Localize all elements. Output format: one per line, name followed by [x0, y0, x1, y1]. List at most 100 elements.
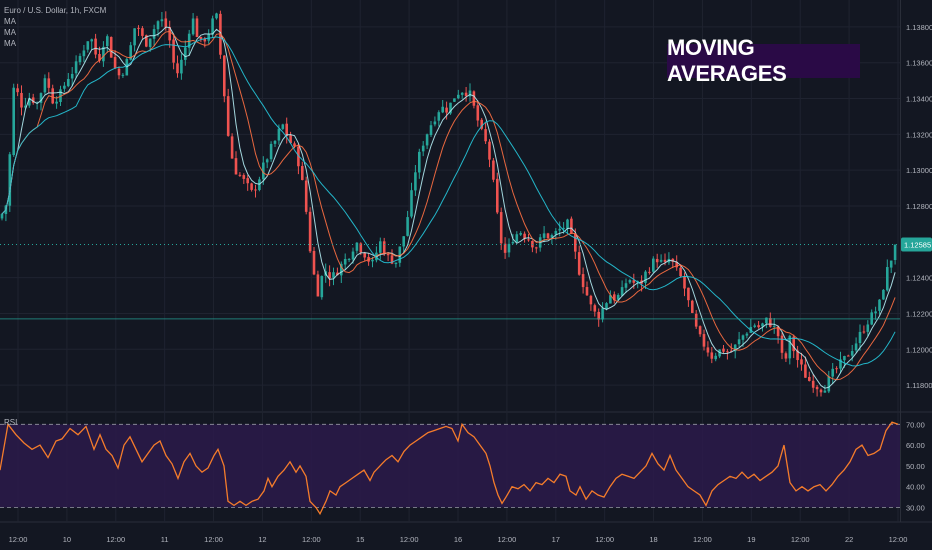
candle-body [882, 289, 885, 300]
candle-body [437, 112, 441, 121]
time-tick-label: 22 [845, 535, 853, 544]
candle-body [757, 325, 760, 328]
candle-body [737, 339, 741, 345]
ma-label-2[interactable]: MA [4, 28, 16, 37]
candle-body [332, 272, 335, 278]
candle-body [141, 28, 144, 36]
candle-body [613, 294, 616, 301]
candle-body [605, 303, 608, 309]
candle-body [632, 280, 636, 283]
candle-body [55, 101, 58, 104]
candle-body [184, 47, 187, 60]
rsi-pane [0, 421, 900, 516]
ma-line [1, 30, 896, 381]
candle-body [589, 295, 593, 305]
ma-line [1, 36, 896, 367]
candle-body [379, 241, 382, 253]
candle-body [316, 274, 320, 297]
price-tick-label: 1.13800 [906, 23, 932, 32]
time-tick-label: 17 [552, 535, 560, 544]
candle-body [624, 283, 628, 288]
candle-body [808, 376, 811, 381]
candle-body [726, 351, 729, 353]
candle-body [355, 242, 359, 251]
candle-body [445, 107, 448, 113]
candle-body [82, 50, 86, 57]
candle-body [652, 258, 655, 272]
candle-body [359, 243, 363, 253]
price-tick-label: 1.13600 [906, 59, 932, 68]
price-tick-label: 1.13400 [906, 95, 932, 104]
time-tick-label: 12:00 [791, 535, 810, 544]
candle-body [847, 355, 850, 357]
candle-body [562, 227, 565, 229]
candle-body [86, 41, 90, 50]
candle-body [523, 233, 526, 239]
price-tick-label: 1.12200 [906, 309, 932, 318]
rsi-tick-label: 40.00 [906, 483, 925, 492]
time-tick-label: 12:00 [889, 535, 908, 544]
candle-body [484, 129, 487, 142]
time-tick-label: 12:00 [595, 535, 614, 544]
candle-body [609, 295, 612, 304]
candle-body [499, 212, 503, 244]
candle-body [566, 219, 569, 229]
candle-body [577, 252, 581, 275]
candle-body [835, 368, 838, 370]
candle-body [277, 128, 281, 141]
candle-body [827, 376, 831, 392]
candle-body [347, 258, 351, 260]
candle-body [289, 135, 292, 144]
candles[interactable] [0, 10, 897, 397]
candle-body [843, 356, 846, 361]
candle-body [187, 33, 191, 48]
candle-body [558, 228, 561, 231]
candle-body [24, 105, 27, 108]
candle-body [343, 258, 347, 265]
candle-body [811, 380, 815, 388]
candle-body [129, 45, 132, 60]
candle-body [425, 134, 429, 146]
candle-body [31, 97, 35, 103]
time-tick-label: 10 [63, 535, 71, 544]
candle-body [862, 331, 866, 333]
candle-body [527, 239, 530, 241]
candle-body [106, 36, 109, 47]
candle-body [293, 143, 296, 147]
time-tick-label: 19 [747, 535, 755, 544]
chart-legend: Euro / U.S. Dollar, 1h, FXCM MA MA MA [4, 5, 106, 49]
ma-label-3[interactable]: MA [4, 39, 16, 48]
ma-label-1[interactable]: MA [4, 17, 16, 26]
candle-body [546, 233, 550, 239]
candle-body [519, 233, 522, 235]
candle-body [51, 88, 54, 104]
candle-body [410, 190, 413, 217]
candle-body [418, 151, 421, 173]
candle-body [503, 243, 507, 253]
candle-body [831, 368, 834, 377]
candle-body [893, 244, 897, 261]
candle-body [772, 325, 776, 327]
candle-body [460, 92, 464, 95]
candle-body [593, 305, 597, 312]
time-tick-label: 12:00 [693, 535, 712, 544]
candle-body [476, 105, 480, 121]
candle-body [250, 183, 253, 190]
candle-body [242, 175, 246, 179]
candle-body [441, 106, 444, 113]
moving-averages-badge: MOVING AVERAGES [667, 35, 860, 86]
candle-body [265, 159, 269, 163]
candle-body [67, 78, 70, 87]
candle-body [788, 335, 792, 359]
time-tick-label: 12:00 [204, 535, 223, 544]
time-tick-label: 12:00 [400, 535, 419, 544]
candle-body [308, 211, 312, 252]
price-tick-label: 1.13200 [906, 130, 932, 139]
candle-body [515, 234, 519, 243]
candle-body [273, 140, 277, 144]
rsi-label[interactable]: RSI [4, 418, 18, 427]
candle-body [98, 54, 101, 61]
candle-body [823, 390, 827, 393]
symbol-title[interactable]: Euro / U.S. Dollar, 1h, FXCM [4, 6, 107, 15]
